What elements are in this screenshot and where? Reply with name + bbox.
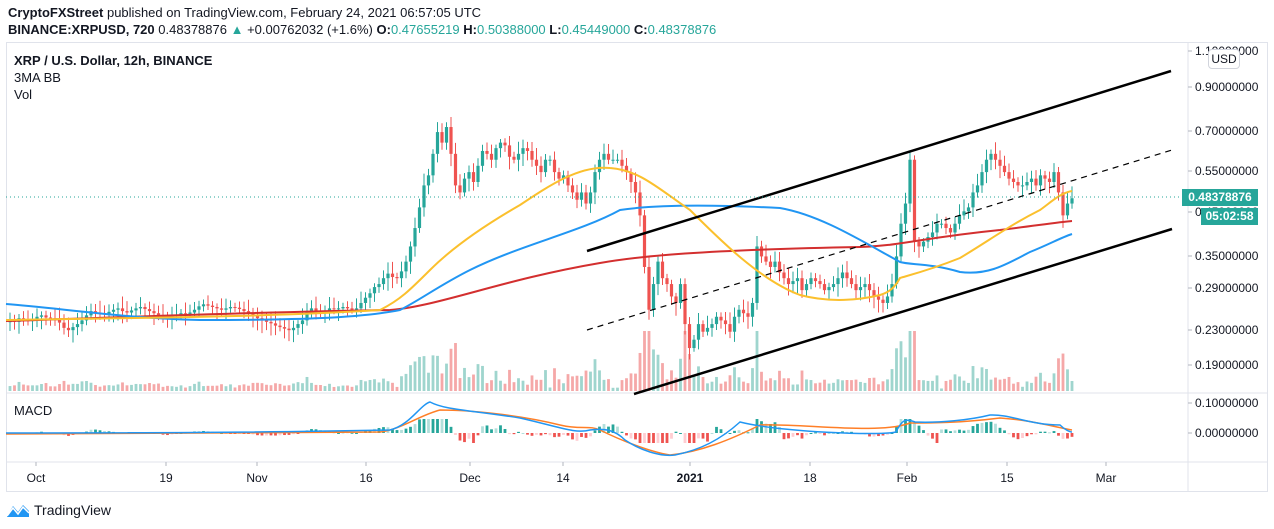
ma-slow-line	[5, 220, 1073, 322]
low-label: L:	[549, 22, 562, 37]
price-tick-label: 0.90000000	[1195, 80, 1259, 94]
triangle-up-icon: ▲	[230, 22, 244, 37]
time-tick-label: 19	[159, 471, 173, 485]
time-axis[interactable]: Oct 19 Nov 16 Dec 14 2021 18 Feb 15 Mar	[27, 462, 1117, 485]
price-tick-label: 0.55000000	[1195, 164, 1259, 178]
published-text: published on TradingView.com, February 2…	[103, 5, 482, 20]
time-tick-label: 18	[803, 471, 817, 485]
price-tick-label: 0.29000000	[1195, 281, 1259, 295]
bar-countdown-tag: 05:02:58	[1201, 208, 1258, 225]
high-label: H:	[463, 22, 477, 37]
macd-axis[interactable]: 0.10000000 0.00000000	[1188, 396, 1259, 440]
symbol: BINANCE:XRPUSD, 720	[8, 22, 155, 37]
channel-midline[interactable]	[586, 149, 1173, 331]
publish-info: CryptoFXStreet published on TradingView.…	[8, 5, 481, 20]
chart-legend: XRP / U.S. Dollar, 12h, BINANCE 3MA BB V…	[14, 52, 212, 103]
price-tick-label: 0.19000000	[1195, 358, 1259, 372]
candlesticks	[8, 116, 1074, 360]
ma-mid-line	[5, 204, 1073, 322]
macd-tick-label: 0.10000000	[1195, 396, 1259, 410]
time-tick-label: Oct	[27, 471, 46, 485]
time-tick-label: Nov	[246, 471, 267, 485]
channel-lower-line[interactable]	[633, 227, 1173, 396]
time-tick-label: Feb	[897, 471, 918, 485]
macd-line	[5, 401, 1073, 457]
publisher-name: CryptoFXStreet	[8, 5, 104, 20]
time-tick-label: 2021	[677, 471, 704, 485]
symbol-title: XRP / U.S. Dollar, 12h, BINANCE	[14, 53, 213, 68]
last-price: 0.48378876	[158, 22, 227, 37]
low-value: 0.45449000	[561, 22, 631, 37]
tradingview-logo-icon	[6, 505, 30, 517]
close-label: C:	[633, 22, 648, 37]
last-price-tag: 0.48378876	[1182, 189, 1258, 206]
symbol-ohlc-line: BINANCE:XRPUSD, 720 0.48378876 ▲ +0.0076…	[8, 22, 716, 37]
volume-bars	[8, 331, 1074, 391]
time-tick-label: 16	[359, 471, 373, 485]
open-value: 0.47655219	[390, 22, 460, 37]
tradingview-branding[interactable]: TradingView	[6, 502, 111, 518]
time-tick-label: Dec	[459, 471, 480, 485]
tradingview-brand: TradingView	[34, 502, 112, 518]
indicator-3ma-bb[interactable]: 3MA BB	[14, 70, 61, 85]
time-tick-label: 14	[556, 471, 570, 485]
price-tick-label: 0.35000000	[1195, 249, 1259, 263]
currency-button[interactable]: USD	[1208, 49, 1240, 69]
price-change: +0.00762032 (+1.6%)	[247, 22, 373, 37]
high-value: 0.50388000	[476, 22, 546, 37]
macd-tick-label: 0.00000000	[1195, 426, 1259, 440]
macd-histogram	[13, 419, 1074, 443]
indicator-volume[interactable]: Vol	[14, 87, 33, 102]
macd-label[interactable]: MACD	[14, 403, 53, 418]
price-tick-label: 0.70000000	[1195, 124, 1259, 138]
close-value: 0.48378876	[647, 22, 717, 37]
channel-upper-line[interactable]	[586, 69, 1172, 253]
price-tick-label: 0.23000000	[1195, 323, 1259, 337]
time-tick-label: 15	[1000, 471, 1014, 485]
chart-frame	[6, 42, 1268, 492]
time-tick-label: Mar	[1096, 471, 1117, 485]
ma-fast-line	[5, 166, 1073, 321]
open-label: O:	[376, 22, 391, 37]
